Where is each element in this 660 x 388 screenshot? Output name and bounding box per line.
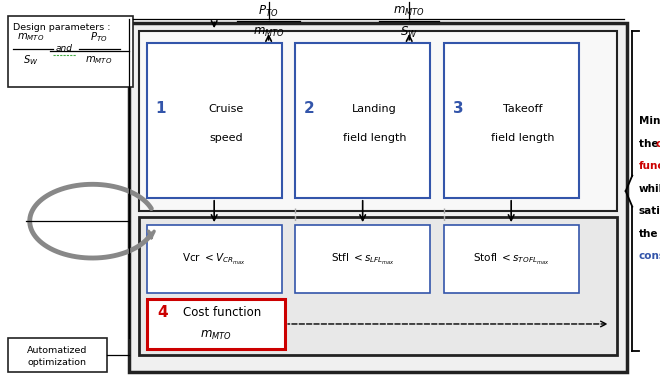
Text: Design parameters :: Design parameters : (13, 23, 110, 31)
Text: Cost function: Cost function (183, 306, 261, 319)
Text: $m_{MTO}$: $m_{MTO}$ (200, 329, 232, 342)
Bar (295, 225, 430, 293)
Text: 2: 2 (304, 101, 315, 116)
Bar (139, 31, 617, 211)
Text: $P_{TO}$: $P_{TO}$ (259, 4, 279, 19)
Bar (8, 338, 107, 372)
Text: function: function (639, 161, 660, 171)
Bar (129, 23, 627, 372)
Text: cost: cost (655, 139, 660, 149)
Text: Stfl $< s_{LFL_{max}}$: Stfl $< s_{LFL_{max}}$ (331, 251, 395, 267)
Text: 3: 3 (453, 101, 463, 116)
Text: $m_{MTO}$: $m_{MTO}$ (17, 31, 45, 43)
Text: 4: 4 (157, 305, 168, 320)
Text: and: and (55, 44, 73, 53)
Text: Automatized: Automatized (27, 346, 88, 355)
Bar (444, 225, 579, 293)
Text: the: the (639, 139, 660, 149)
Text: optimization: optimization (28, 357, 87, 367)
Text: Cruise: Cruise (209, 104, 244, 114)
Bar (147, 43, 282, 198)
Bar (444, 43, 579, 198)
Bar (8, 16, 133, 87)
Text: $m_{MTO}$: $m_{MTO}$ (85, 54, 113, 66)
Text: $P_{TO}$: $P_{TO}$ (90, 30, 108, 44)
Text: field length: field length (491, 133, 555, 143)
Bar (295, 43, 430, 198)
Text: $m_{MTO}$: $m_{MTO}$ (253, 26, 284, 39)
Bar (147, 299, 285, 349)
Bar (147, 225, 282, 293)
Text: Vcr $< V_{CR_{max}}$: Vcr $< V_{CR_{max}}$ (182, 251, 246, 267)
Text: Landing: Landing (352, 104, 397, 114)
Text: Minimize: Minimize (639, 116, 660, 126)
Text: speed: speed (209, 133, 243, 143)
Text: the: the (639, 229, 659, 239)
Text: Stofl $< s_{TOFL_{max}}$: Stofl $< s_{TOFL_{max}}$ (473, 251, 549, 267)
Text: constraints: constraints (639, 251, 660, 261)
Text: satisfying: satisfying (639, 206, 660, 216)
Text: $S_W$: $S_W$ (400, 25, 418, 40)
Text: while: while (639, 184, 660, 194)
Bar (139, 217, 617, 355)
Text: $m_{MTO}$: $m_{MTO}$ (393, 5, 425, 18)
Text: field length: field length (343, 133, 407, 143)
Text: $S_W$: $S_W$ (23, 53, 39, 67)
Text: Takeoff: Takeoff (504, 104, 543, 114)
Text: 1: 1 (156, 101, 166, 116)
